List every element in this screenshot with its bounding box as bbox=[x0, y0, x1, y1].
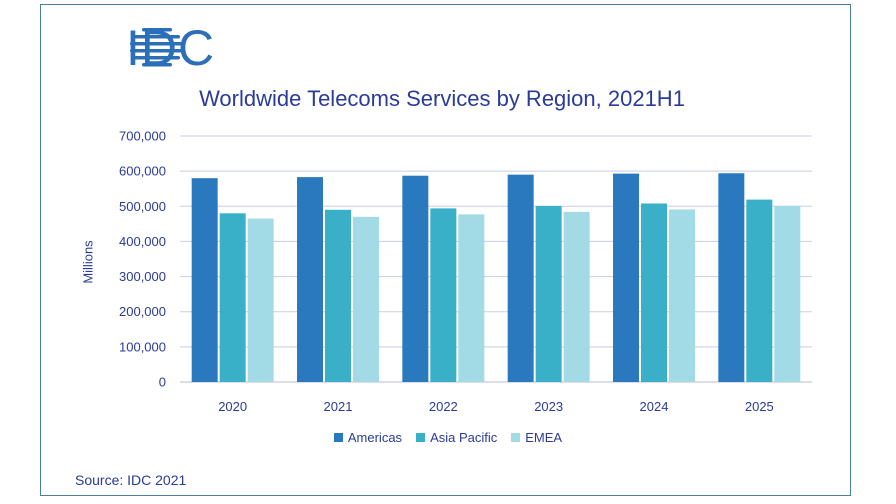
idc-logo-text: IDC bbox=[126, 20, 216, 76]
bar-emea-2022 bbox=[458, 214, 485, 382]
y-tick-label: 0 bbox=[159, 375, 166, 390]
bar-emea-2021 bbox=[353, 216, 379, 382]
y-tick-label: 300,000 bbox=[119, 269, 166, 284]
legend-item: Americas bbox=[333, 430, 403, 445]
bar-asia-pacific-2022 bbox=[430, 208, 457, 382]
x-tick-label: 2024 bbox=[640, 399, 669, 414]
y-tick-label: 700,000 bbox=[119, 129, 166, 144]
bar-americas-2020 bbox=[191, 178, 218, 382]
bar-asia-pacific-2023 bbox=[535, 205, 562, 382]
x-tick-label: 2021 bbox=[324, 399, 353, 414]
x-tick-label: 2025 bbox=[745, 399, 774, 414]
y-tick-label: 400,000 bbox=[119, 234, 166, 249]
legend-label: Asia Pacific bbox=[430, 430, 498, 445]
y-tick-label: 500,000 bbox=[119, 199, 166, 214]
chart-title: Worldwide Telecoms Services by Region, 2… bbox=[199, 86, 685, 111]
x-tick-label: 2020 bbox=[218, 399, 247, 414]
bar-americas-2023 bbox=[507, 174, 534, 382]
bar-americas-2024 bbox=[613, 173, 639, 382]
bar-asia-pacific-2020 bbox=[219, 213, 246, 382]
chart-legend: Americas Asia Pacific EMEA bbox=[0, 430, 896, 445]
y-tick-label: 100,000 bbox=[119, 339, 166, 354]
legend-swatch bbox=[333, 433, 343, 442]
bar-americas-2022 bbox=[402, 175, 429, 382]
legend-swatch bbox=[511, 433, 521, 442]
bar-asia-pacific-2025 bbox=[746, 199, 773, 382]
legend-item: EMEA bbox=[511, 430, 562, 445]
idc-logo-globe-icon bbox=[130, 28, 184, 67]
legend-item: Asia Pacific bbox=[416, 430, 497, 445]
source-note: Source: IDC 2021 bbox=[75, 472, 187, 488]
legend-label: EMEA bbox=[525, 430, 563, 445]
legend-swatch bbox=[416, 433, 426, 442]
bar-emea-2023 bbox=[563, 211, 590, 382]
x-tick-label: 2022 bbox=[429, 399, 458, 414]
bar-emea-2025 bbox=[774, 205, 801, 382]
bar-emea-2020 bbox=[247, 218, 274, 382]
y-tick-label: 200,000 bbox=[119, 304, 166, 319]
bar-emea-2024 bbox=[669, 209, 695, 382]
bar-americas-2025 bbox=[718, 173, 745, 382]
bar-asia-pacific-2021 bbox=[325, 209, 351, 382]
bar-asia-pacific-2024 bbox=[641, 203, 667, 382]
x-tick-label: 2023 bbox=[534, 399, 563, 414]
legend-label: Americas bbox=[347, 430, 403, 445]
bar-americas-2021 bbox=[297, 177, 323, 382]
y-tick-label: 600,000 bbox=[119, 164, 166, 179]
